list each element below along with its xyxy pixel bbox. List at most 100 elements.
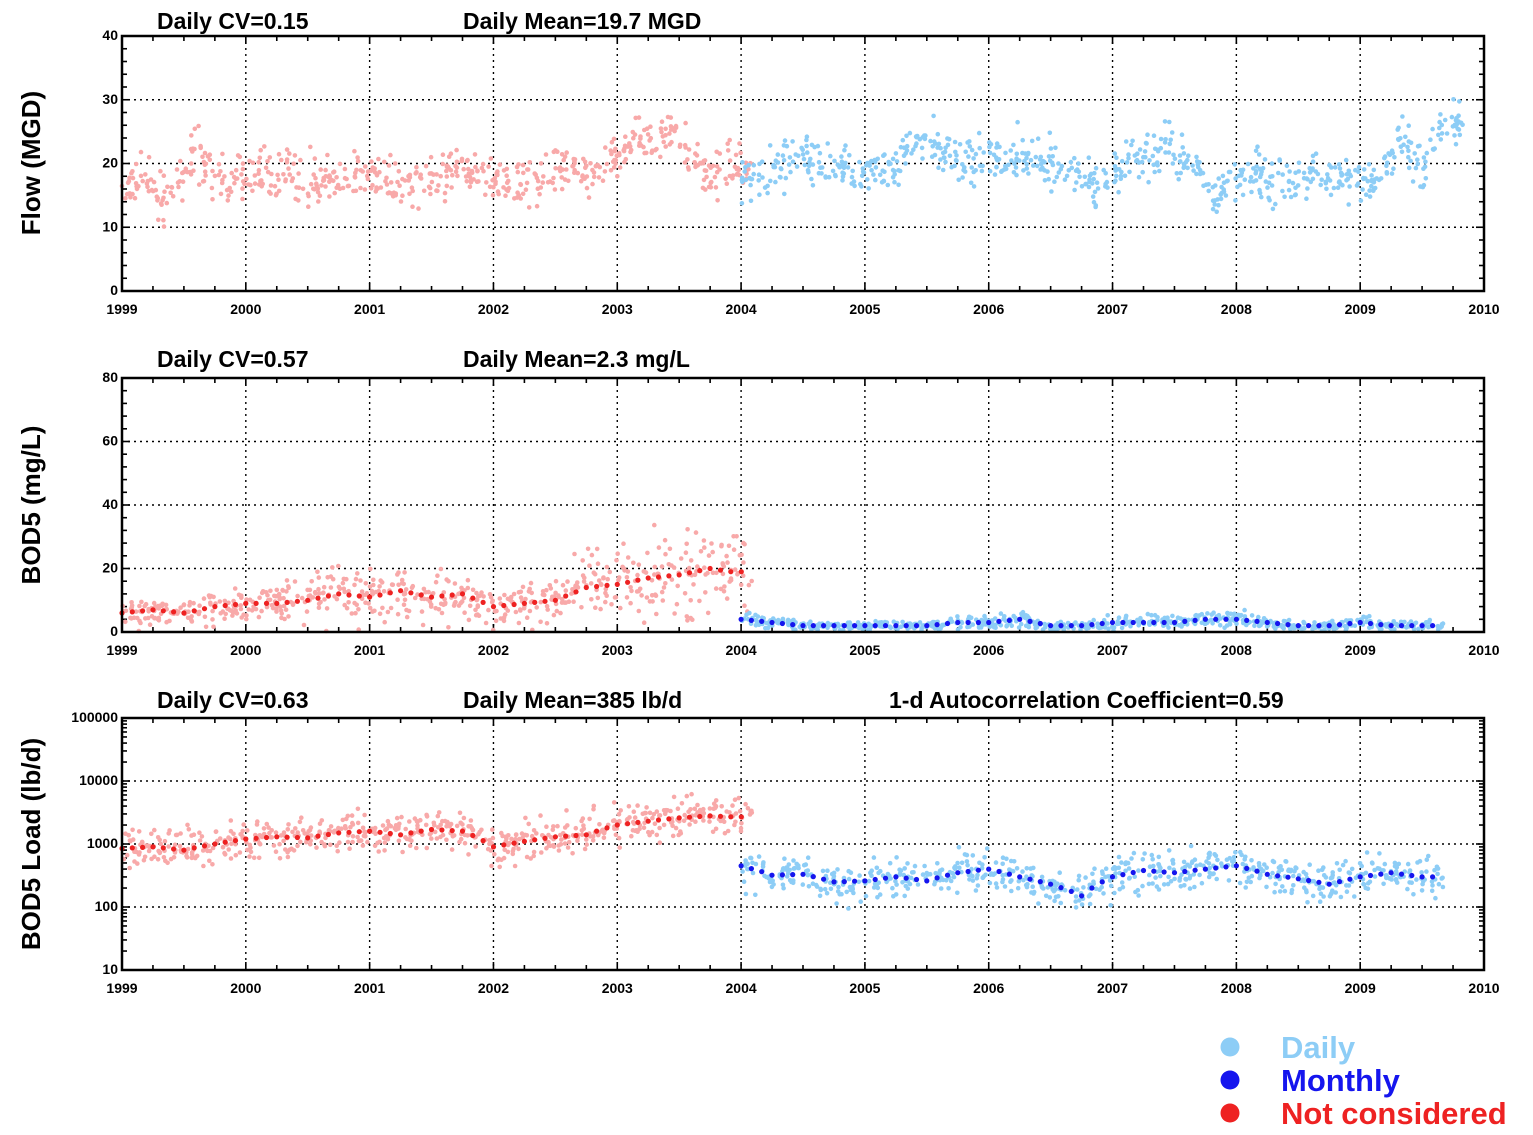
data-point	[1182, 883, 1187, 888]
data-point	[912, 863, 918, 869]
data-point	[993, 625, 998, 630]
x-tick-label: 2002	[478, 980, 509, 996]
data-point	[871, 172, 876, 177]
data-point	[242, 181, 247, 187]
x-tick-label: 2009	[1345, 980, 1376, 996]
data-point	[632, 815, 638, 820]
data-point	[502, 612, 508, 617]
data-point	[1014, 866, 1020, 871]
data-point	[748, 866, 755, 872]
data-point	[459, 591, 466, 597]
data-point	[181, 847, 187, 853]
data-point	[511, 601, 517, 608]
data-point	[1120, 872, 1126, 878]
data-point	[248, 849, 254, 855]
data-point	[328, 585, 334, 590]
data-point	[552, 187, 558, 192]
data-point	[210, 197, 215, 202]
data-point	[427, 171, 433, 176]
data-point	[670, 833, 676, 839]
data-point	[1306, 877, 1312, 884]
data-point	[1116, 854, 1122, 860]
data-point	[1107, 878, 1113, 883]
data-point	[532, 837, 538, 843]
data-point	[996, 157, 1002, 162]
data-point	[1202, 616, 1208, 622]
data-point	[1321, 873, 1327, 878]
data-point	[197, 609, 202, 615]
data-point	[944, 872, 951, 878]
data-point	[570, 164, 575, 169]
data-point	[1027, 876, 1033, 882]
data-point	[982, 855, 987, 860]
data-point	[892, 179, 897, 185]
data-point	[431, 820, 437, 826]
data-point	[388, 180, 394, 185]
data-point	[636, 588, 641, 594]
data-point	[702, 168, 708, 173]
data-point	[580, 558, 585, 563]
data-point	[493, 181, 498, 187]
data-point	[739, 552, 744, 558]
data-point	[1260, 868, 1266, 874]
data-point	[654, 832, 660, 838]
data-point	[595, 595, 601, 601]
data-point	[1356, 169, 1361, 174]
data-point	[1136, 174, 1142, 180]
data-point	[1226, 169, 1232, 175]
data-point	[721, 819, 727, 824]
data-point	[193, 855, 198, 861]
data-point	[161, 855, 167, 860]
data-point	[1118, 173, 1124, 179]
data-point	[1270, 870, 1275, 876]
data-point	[543, 152, 549, 157]
data-point	[370, 591, 376, 596]
data-point	[150, 188, 156, 194]
data-point	[160, 608, 166, 614]
data-point	[432, 829, 438, 835]
data-point	[1151, 619, 1157, 626]
data-point	[140, 844, 146, 851]
data-point	[1193, 612, 1199, 618]
data-point	[738, 150, 743, 156]
data-point	[1321, 894, 1326, 899]
data-point	[269, 171, 274, 177]
data-point	[296, 185, 302, 190]
data-point	[280, 588, 286, 593]
data-point	[1073, 168, 1079, 173]
data-point	[551, 175, 556, 181]
data-point	[415, 592, 420, 597]
data-point	[177, 843, 183, 849]
data-point	[346, 183, 352, 189]
data-point	[1109, 874, 1116, 880]
data-point	[166, 844, 171, 849]
data-point	[1424, 869, 1429, 874]
data-point	[992, 871, 997, 876]
data-point	[241, 822, 246, 827]
data-point	[1367, 194, 1373, 199]
data-point	[583, 165, 588, 171]
data-point	[252, 173, 258, 178]
data-point	[207, 594, 213, 600]
data-point	[480, 599, 486, 606]
data-point	[488, 156, 494, 161]
data-point	[281, 172, 286, 177]
data-point	[258, 147, 264, 153]
data-point	[671, 565, 677, 570]
data-point	[1325, 172, 1330, 177]
data-point	[1053, 145, 1058, 151]
data-point	[330, 565, 335, 570]
data-point	[362, 829, 367, 834]
data-point	[635, 577, 641, 583]
data-point	[1280, 188, 1285, 194]
data-point	[909, 870, 915, 875]
data-point	[839, 154, 844, 159]
data-point	[315, 833, 321, 839]
data-point	[1414, 877, 1419, 882]
data-point	[523, 187, 529, 192]
data-point	[316, 575, 322, 580]
data-point	[1014, 157, 1019, 163]
data-point	[328, 824, 334, 829]
data-point	[337, 586, 343, 592]
